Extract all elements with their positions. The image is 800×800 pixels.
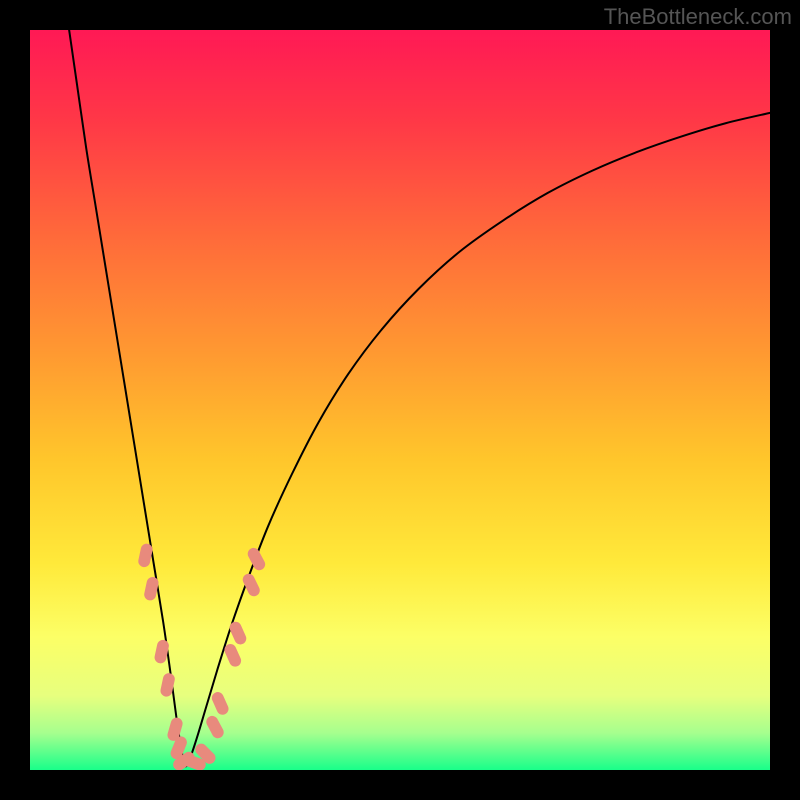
chart-svg — [0, 0, 800, 800]
bottleneck-chart: TheBottleneck.com — [0, 0, 800, 800]
watermark-text: TheBottleneck.com — [604, 4, 792, 30]
gradient-background — [30, 30, 770, 770]
